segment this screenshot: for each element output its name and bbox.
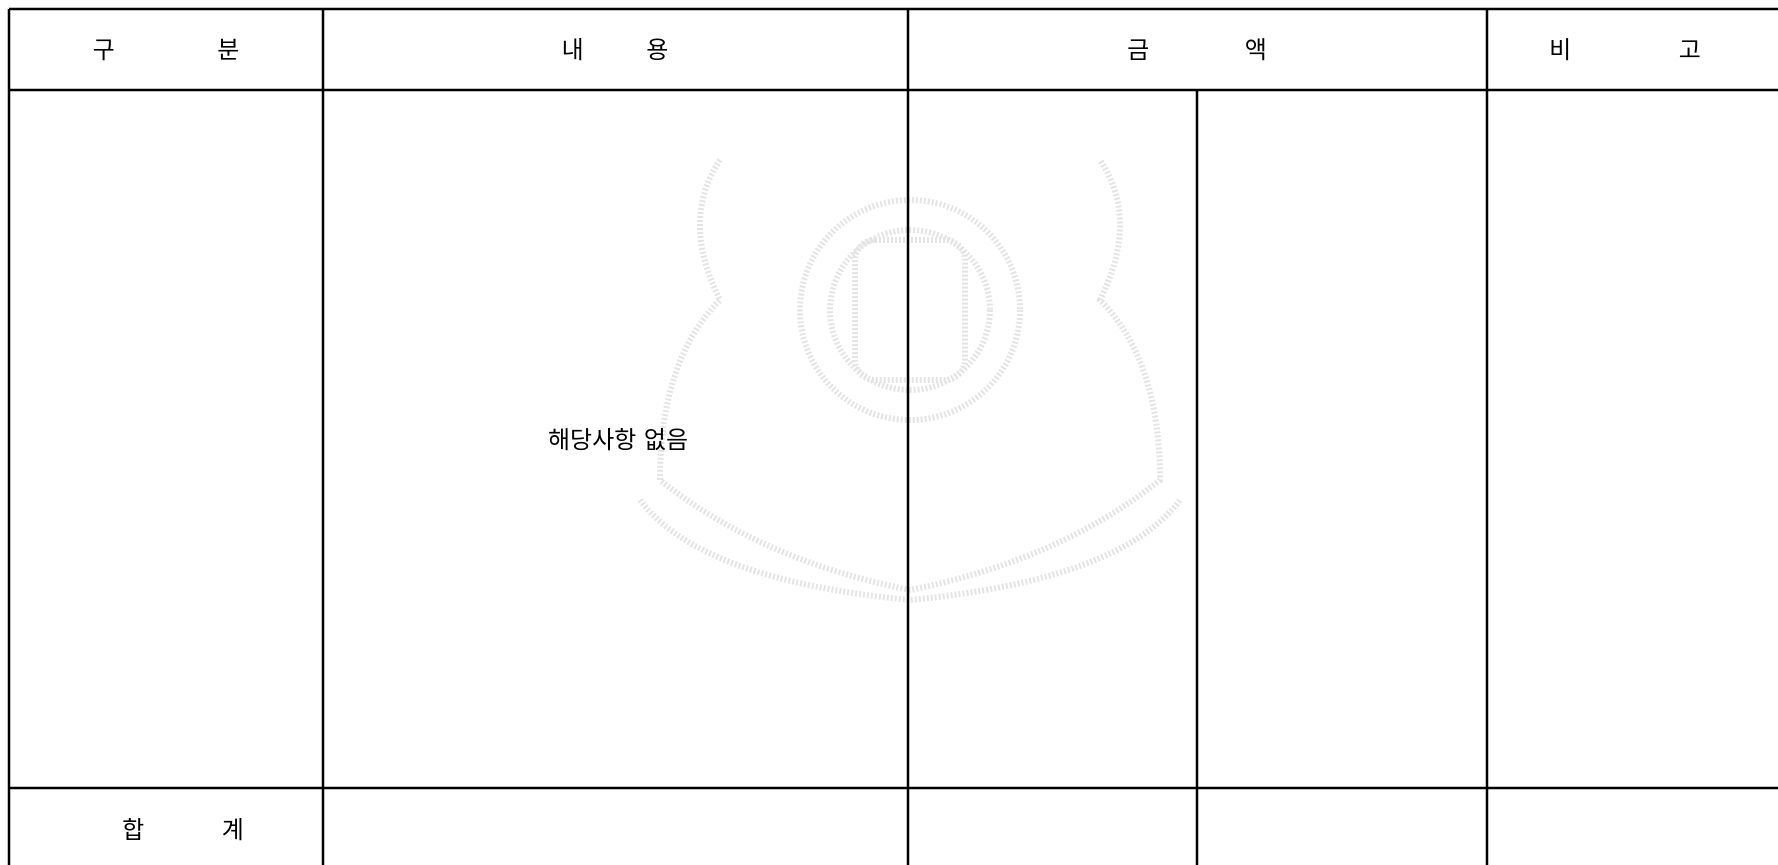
header-cell: 비 고	[1549, 36, 1701, 64]
header-cell: 금 액	[1127, 36, 1267, 64]
watermark	[637, 158, 1183, 604]
table-grid	[7, 7, 1778, 865]
body-text: 해당사항 없음	[548, 426, 688, 454]
footer-label: 합 계	[122, 816, 244, 844]
header-cell: 구 분	[93, 36, 240, 64]
header-cell: 내 용	[562, 36, 669, 64]
